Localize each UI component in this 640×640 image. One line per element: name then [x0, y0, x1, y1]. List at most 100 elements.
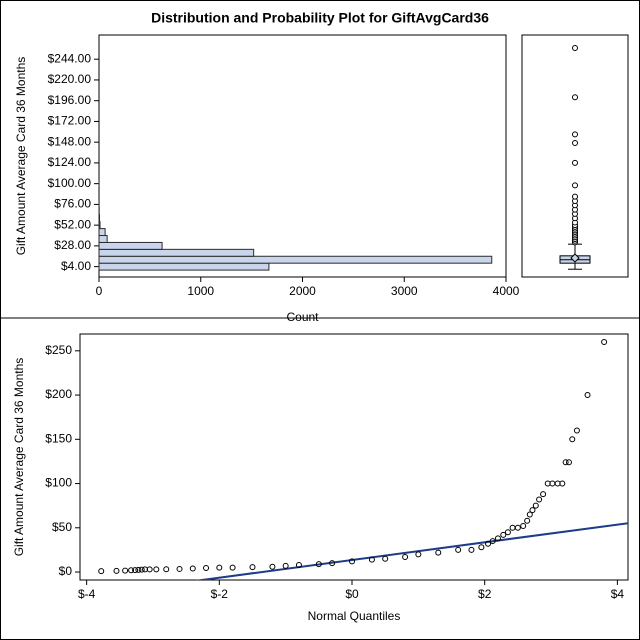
- point: [532, 502, 539, 509]
- qq-frame: [79, 333, 629, 581]
- point: [500, 531, 507, 538]
- point: [229, 564, 236, 571]
- bar: [98, 235, 108, 243]
- x-tick-label: $-4: [78, 587, 96, 601]
- plot-frame: [98, 34, 507, 278]
- point: [584, 392, 591, 399]
- x-tick-label: $2: [478, 587, 492, 601]
- point: [122, 567, 129, 574]
- point: [189, 565, 196, 572]
- x-tick-label: $-2: [211, 587, 229, 601]
- point: [455, 546, 462, 553]
- box-frame: [521, 34, 629, 278]
- point: [146, 566, 153, 573]
- y-tick-label: $196.00: [48, 93, 92, 107]
- y-tick-label: $150: [45, 431, 72, 445]
- point: [128, 567, 135, 574]
- x-axis-label: Count: [286, 310, 319, 324]
- point: [282, 562, 289, 569]
- y-tick-label: $244.00: [48, 51, 92, 65]
- bar: [98, 221, 101, 230]
- point: [329, 560, 336, 567]
- y-tick-label: $124.00: [48, 155, 92, 169]
- point: [489, 538, 496, 545]
- outlier: [572, 182, 578, 189]
- point: [526, 511, 533, 518]
- point: [349, 558, 356, 565]
- y-tick-label: $172.00: [48, 114, 92, 128]
- point: [494, 535, 501, 542]
- bar: [98, 241, 163, 250]
- point: [295, 561, 302, 568]
- outlier: [572, 131, 578, 138]
- point: [529, 507, 536, 514]
- point: [509, 524, 516, 531]
- point: [559, 480, 566, 487]
- point: [514, 524, 521, 531]
- point: [435, 549, 442, 556]
- y-tick-label: $4.00: [61, 259, 91, 273]
- bar: [98, 248, 255, 257]
- y-tick-label: $100: [45, 476, 72, 490]
- x-tick-label: 3000: [391, 284, 418, 298]
- y-tick-label: $0: [59, 564, 73, 578]
- outlier: [572, 193, 578, 200]
- point: [504, 529, 511, 536]
- point: [269, 563, 276, 570]
- point: [315, 561, 322, 568]
- point: [98, 568, 105, 575]
- x-axis-label: Normal Quantiles: [308, 609, 401, 623]
- outlier: [572, 159, 578, 166]
- x-tick-label: 0: [96, 284, 103, 298]
- point: [562, 459, 569, 466]
- y-tick-label: $52.00: [54, 217, 91, 231]
- point: [520, 523, 527, 530]
- point: [138, 566, 145, 573]
- point: [216, 564, 223, 571]
- point: [524, 517, 531, 524]
- y-axis-label: Gift Amount Average Card 36 Months: [14, 57, 28, 256]
- point: [113, 567, 120, 574]
- bar: [98, 262, 270, 271]
- point: [153, 566, 160, 573]
- point: [163, 566, 170, 573]
- point: [569, 436, 576, 443]
- point: [485, 540, 492, 547]
- bar: [98, 214, 101, 223]
- plot-area: [98, 338, 628, 580]
- point: [382, 555, 389, 562]
- y-tick-label: $200: [45, 387, 72, 401]
- point: [368, 556, 375, 563]
- y-axis-label: Gift Amount Average Card 36 Months: [12, 358, 26, 557]
- y-tick-label: $76.00: [54, 197, 91, 211]
- point: [132, 567, 139, 574]
- point: [468, 546, 475, 553]
- y-tick-label: $50: [52, 520, 72, 534]
- y-tick-label: $220.00: [48, 72, 92, 86]
- point: [135, 566, 142, 573]
- x-tick-label: 1000: [187, 284, 214, 298]
- figure-title: Distribution and Probability Plot for Gi…: [151, 10, 489, 26]
- outlier: [572, 140, 578, 147]
- point: [536, 496, 543, 503]
- point: [565, 459, 572, 466]
- point: [415, 551, 422, 558]
- y-tick-label: $100.00: [48, 176, 92, 190]
- y-tick-label: $28.00: [54, 238, 91, 252]
- point: [573, 427, 580, 434]
- y-tick-label: $148.00: [48, 134, 92, 148]
- point: [176, 565, 183, 572]
- bar: [98, 255, 493, 264]
- point: [402, 553, 409, 560]
- x-tick-label: 4000: [493, 284, 520, 298]
- point: [601, 338, 608, 345]
- x-tick-label: 2000: [289, 284, 316, 298]
- point: [540, 491, 547, 498]
- bar: [98, 228, 106, 237]
- outlier: [572, 94, 578, 101]
- point: [203, 565, 210, 572]
- point: [478, 544, 485, 551]
- mean: [570, 253, 580, 263]
